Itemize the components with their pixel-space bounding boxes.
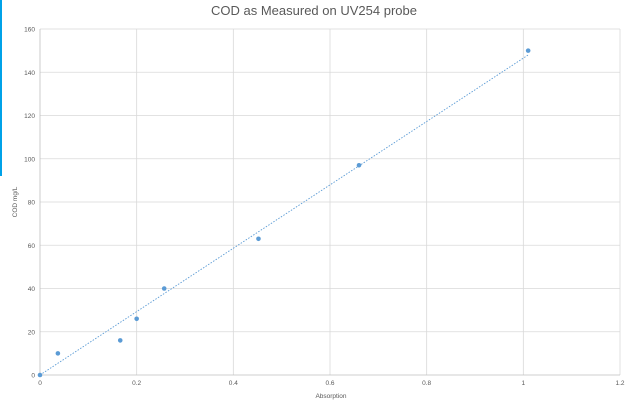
x-tick-label: 0.4 (229, 380, 238, 387)
data-point (134, 316, 139, 322)
y-tick-label: 0 (31, 373, 35, 380)
x-tick-label: 0.2 (132, 380, 141, 387)
data-point (356, 162, 362, 168)
data-points (37, 48, 531, 378)
x-tick-labels: 0 0.2 0.4 0.6 0.8 1 1.2 (38, 380, 625, 387)
x-tick-label: 0.8 (422, 380, 431, 387)
data-point (117, 338, 123, 343)
data-point (256, 236, 261, 242)
y-tick-label: 60 (28, 243, 36, 250)
data-point (161, 286, 167, 291)
data-point (55, 351, 61, 356)
x-axis-title: Absorption (315, 393, 346, 400)
x-tick-label: 1 (522, 380, 526, 387)
trendline (39, 54, 529, 376)
y-tick-label: 20 (28, 329, 36, 336)
x-tick-label: 1.2 (615, 380, 624, 387)
y-tick-label: 140 (24, 70, 35, 77)
y-tick-label: 160 (24, 27, 35, 34)
axes (39, 29, 620, 376)
y-tick-label: 80 (28, 200, 36, 207)
trendline-group (39, 54, 529, 376)
x-tick-label: 0.6 (325, 380, 334, 387)
x-tick-label: 0 (38, 380, 42, 387)
y-tick-labels: 0 20 40 60 80 100 120 140 160 (24, 27, 35, 380)
y-tick-label: 40 (28, 286, 36, 293)
chart-title: COD as Measured on UV254 probe (211, 3, 417, 18)
y-tick-label: 120 (24, 113, 35, 120)
data-point (37, 372, 43, 378)
gridlines (40, 28, 621, 375)
window-edge-accent (0, 0, 2, 176)
y-axis-title: COD mg/L (12, 186, 19, 217)
y-tick-label: 100 (24, 156, 35, 163)
data-point (525, 48, 531, 53)
